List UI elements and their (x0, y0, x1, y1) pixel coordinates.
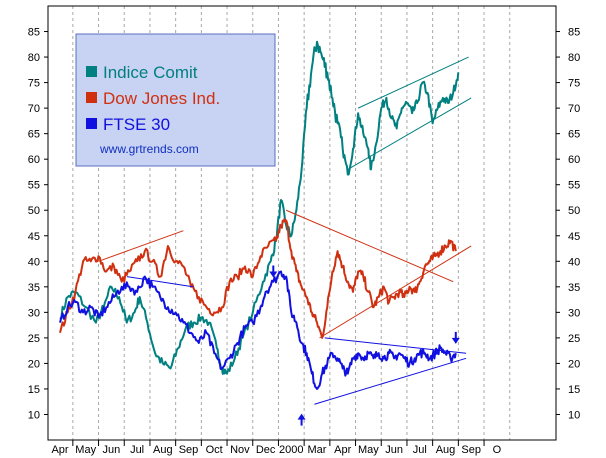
x-tick-label: Aug (436, 444, 456, 456)
trendline (98, 230, 184, 262)
y-tick-label: 80 (28, 52, 40, 64)
legend-swatch-dow (86, 92, 97, 103)
trendline (357, 56, 469, 109)
x-tick-label: Jul (413, 444, 427, 456)
trendline (126, 276, 194, 288)
y-tick-label: 75 (28, 78, 40, 90)
x-tick-label: 2000 (279, 444, 303, 456)
y-tick-label-right: 75 (568, 78, 580, 90)
y-tick-label-right: 70 (568, 103, 580, 115)
arrow-head (269, 271, 278, 278)
series-line-1 (59, 40, 460, 375)
x-tick-label: Mar (308, 444, 327, 456)
series-lines (59, 40, 460, 390)
y-tick-label: 30 (28, 307, 40, 319)
y-tick-label-right: 85 (568, 27, 580, 39)
y-tick-label-right: 35 (568, 282, 580, 294)
down-arrow-icon (451, 331, 460, 344)
trendline (347, 97, 472, 170)
y-tick-label-right: 45 (568, 231, 580, 243)
y-tick-label-right: 50 (568, 205, 580, 217)
y-tick-label: 15 (28, 384, 40, 396)
y-tick-label-right: 80 (568, 52, 580, 64)
legend-swatch-ftse (86, 118, 97, 129)
y-tick-label: 50 (28, 205, 40, 217)
legend: Indice Comit Dow Jones Ind. FTSE 30 www.… (75, 33, 276, 167)
y-tick-label: 70 (28, 103, 40, 115)
y-tick-label: 85 (28, 27, 40, 39)
trendline (324, 337, 467, 354)
y-axis-left: 10 15 20 25 30 35 40 45 50 55 60 65 70 75 80 85 (28, 27, 48, 421)
y-tick-label: 45 (28, 231, 40, 243)
x-tick-label: Aug (153, 444, 173, 456)
y-tick-label: 35 (28, 282, 40, 294)
legend-swatch-comit (86, 66, 97, 77)
y-tick-label-right: 15 (568, 384, 580, 396)
x-tick-label: May (358, 444, 379, 456)
y-tick-label-right: 65 (568, 129, 580, 141)
y-tick-label-right: 55 (568, 180, 580, 192)
x-tick-label: Nov (230, 444, 250, 456)
x-tick-label: Apr (51, 444, 68, 456)
y-tick-label-right: 10 (568, 409, 580, 421)
series-line-3 (59, 270, 457, 390)
series-line-2 (59, 218, 457, 339)
y-tick-label-right: 40 (568, 256, 580, 268)
x-tick-label: Sep (461, 444, 481, 456)
signal-arrows (269, 265, 460, 426)
y-tick-label-right: 20 (568, 358, 580, 370)
y-tick-label: 25 (28, 333, 40, 345)
y-tick-label-right: 60 (568, 154, 580, 166)
y-tick-label: 60 (28, 154, 40, 166)
x-axis: Apr May Jun Jul Aug Sep Oct Nov Dec 2000 Mar Apr May… (51, 440, 502, 456)
legend-box (75, 33, 276, 167)
up-arrow-icon (297, 413, 306, 426)
y-axis-right: 10 15 20 25 30 35 40 45 50 55 60 65 70 75 80 85 (556, 27, 580, 421)
legend-label-comit: Indice Comit (103, 63, 198, 82)
x-tick-label: O (493, 444, 502, 456)
arrow-head (451, 337, 460, 344)
plot-frame (47, 5, 557, 441)
arrow-head (297, 413, 306, 420)
y-tick-label: 10 (28, 409, 40, 421)
legend-label-ftse: FTSE 30 (103, 115, 170, 134)
trendline (319, 245, 472, 339)
trendline (314, 357, 467, 405)
x-tick-label: May (75, 444, 96, 456)
x-tick-label: Jul (130, 444, 144, 456)
legend-url: www.grtrends.com (99, 142, 199, 156)
trendlines (98, 56, 472, 405)
down-arrow-icon (269, 265, 278, 278)
y-tick-label-right: 30 (568, 307, 580, 319)
y-tick-label: 65 (28, 129, 40, 141)
y-tick-label-right: 25 (568, 333, 580, 345)
x-tick-label: Jun (103, 444, 121, 456)
y-tick-label: 55 (28, 180, 40, 192)
legend-label-dow: Dow Jones Ind. (103, 89, 220, 108)
x-tick-label: Dec (256, 444, 276, 456)
y-tick-label: 40 (28, 256, 40, 268)
x-tick-label: Oct (206, 444, 223, 456)
x-tick-label: Jun (385, 444, 403, 456)
y-tick-label: 20 (28, 358, 40, 370)
x-tick-label: Sep (179, 444, 199, 456)
trendline (285, 209, 454, 283)
x-tick-label: Apr (334, 444, 351, 456)
